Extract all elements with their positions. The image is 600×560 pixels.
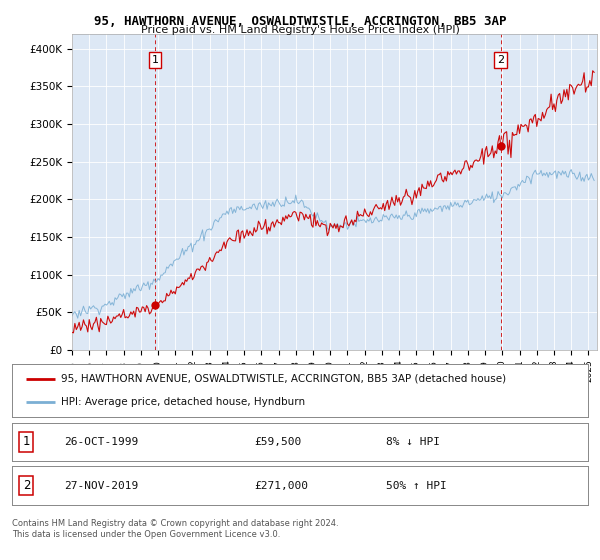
Text: 2: 2 [23,479,30,492]
Text: £271,000: £271,000 [254,480,308,491]
Text: 50% ↑ HPI: 50% ↑ HPI [386,480,447,491]
Text: Contains HM Land Registry data © Crown copyright and database right 2024.: Contains HM Land Registry data © Crown c… [12,519,338,528]
Text: 8% ↓ HPI: 8% ↓ HPI [386,437,440,447]
Text: 95, HAWTHORN AVENUE, OSWALDTWISTLE, ACCRINGTON, BB5 3AP (detached house): 95, HAWTHORN AVENUE, OSWALDTWISTLE, ACCR… [61,374,506,384]
Text: This data is licensed under the Open Government Licence v3.0.: This data is licensed under the Open Gov… [12,530,280,539]
Text: 26-OCT-1999: 26-OCT-1999 [64,437,138,447]
Text: 2: 2 [497,55,505,65]
Text: 1: 1 [23,435,30,449]
Text: 1: 1 [151,55,158,65]
Text: Price paid vs. HM Land Registry's House Price Index (HPI): Price paid vs. HM Land Registry's House … [140,25,460,35]
Text: £59,500: £59,500 [254,437,301,447]
Text: HPI: Average price, detached house, Hyndburn: HPI: Average price, detached house, Hynd… [61,397,305,407]
Text: 95, HAWTHORN AVENUE, OSWALDTWISTLE, ACCRINGTON, BB5 3AP: 95, HAWTHORN AVENUE, OSWALDTWISTLE, ACCR… [94,15,506,27]
Text: 27-NOV-2019: 27-NOV-2019 [64,480,138,491]
